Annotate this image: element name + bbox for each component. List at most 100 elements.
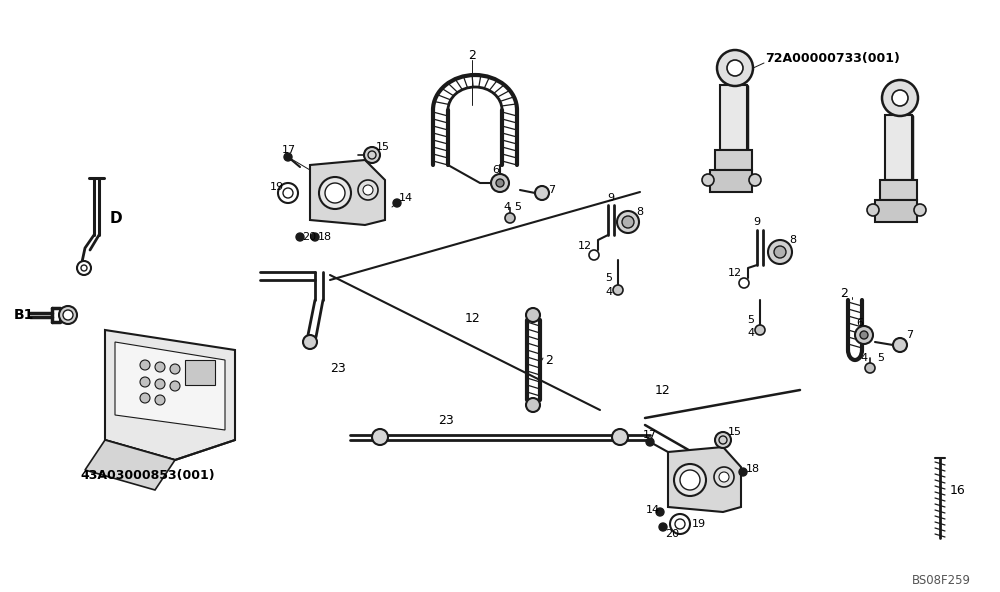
Text: 20: 20	[302, 232, 316, 242]
Polygon shape	[105, 330, 235, 460]
Text: 20: 20	[665, 529, 679, 539]
Text: 8: 8	[636, 207, 643, 217]
Circle shape	[882, 80, 918, 116]
Circle shape	[755, 325, 765, 335]
Circle shape	[893, 338, 907, 352]
Circle shape	[170, 364, 180, 374]
Text: 5: 5	[877, 353, 884, 363]
Bar	[885, 115, 912, 180]
Text: 5: 5	[747, 315, 754, 325]
Text: B1: B1	[14, 308, 34, 322]
Text: 7: 7	[548, 185, 555, 195]
Circle shape	[670, 514, 690, 534]
Circle shape	[622, 216, 634, 228]
Text: 23: 23	[438, 413, 454, 426]
Circle shape	[589, 250, 599, 260]
Text: 6: 6	[492, 165, 499, 175]
Circle shape	[491, 174, 509, 192]
Circle shape	[526, 308, 540, 322]
Text: 14: 14	[399, 193, 413, 203]
Text: 6: 6	[856, 318, 863, 328]
Circle shape	[63, 310, 73, 320]
Circle shape	[865, 363, 875, 373]
Circle shape	[675, 519, 685, 529]
Text: 12: 12	[578, 241, 592, 251]
Circle shape	[393, 199, 401, 207]
Text: 18: 18	[746, 464, 760, 474]
Circle shape	[714, 467, 734, 487]
Circle shape	[372, 429, 388, 445]
Circle shape	[892, 90, 908, 106]
Circle shape	[364, 147, 380, 163]
Circle shape	[680, 470, 700, 490]
Polygon shape	[668, 447, 741, 512]
Circle shape	[535, 186, 549, 200]
Circle shape	[59, 306, 77, 324]
Bar	[710, 170, 752, 192]
Circle shape	[612, 429, 628, 445]
Text: 2: 2	[545, 353, 553, 366]
Text: 2: 2	[840, 287, 848, 300]
Circle shape	[140, 393, 150, 403]
Circle shape	[496, 179, 504, 187]
Text: 7: 7	[906, 330, 913, 340]
Text: 17: 17	[282, 145, 296, 155]
Circle shape	[77, 261, 91, 275]
Circle shape	[702, 174, 714, 186]
Circle shape	[278, 183, 298, 203]
Text: 12: 12	[465, 311, 481, 324]
Text: 23: 23	[330, 362, 346, 375]
Text: 72A00000733(001): 72A00000733(001)	[765, 52, 900, 65]
Circle shape	[739, 278, 749, 288]
Circle shape	[140, 360, 150, 370]
Circle shape	[170, 381, 180, 391]
Circle shape	[774, 246, 786, 258]
Text: 16: 16	[950, 484, 966, 497]
Circle shape	[613, 285, 623, 295]
Circle shape	[325, 183, 345, 203]
Circle shape	[284, 153, 292, 161]
Text: 8: 8	[789, 235, 796, 245]
Bar	[715, 150, 752, 170]
Circle shape	[727, 60, 743, 76]
Circle shape	[363, 185, 373, 195]
Circle shape	[155, 362, 165, 372]
Circle shape	[749, 174, 761, 186]
Circle shape	[719, 436, 727, 444]
Circle shape	[311, 233, 319, 241]
Bar	[720, 85, 747, 150]
Bar	[875, 200, 917, 222]
Circle shape	[140, 377, 150, 387]
Circle shape	[319, 177, 351, 209]
Circle shape	[368, 151, 376, 159]
Bar	[185, 360, 215, 385]
Polygon shape	[85, 440, 175, 490]
Bar	[880, 180, 917, 200]
Circle shape	[155, 379, 165, 389]
Circle shape	[674, 464, 706, 496]
Text: 2: 2	[468, 49, 476, 62]
Text: 9: 9	[607, 193, 614, 203]
Polygon shape	[115, 342, 225, 430]
Circle shape	[659, 523, 667, 531]
Circle shape	[303, 335, 317, 349]
Text: 19: 19	[692, 519, 706, 529]
Circle shape	[867, 204, 879, 216]
Circle shape	[715, 432, 731, 448]
Circle shape	[914, 204, 926, 216]
Text: 43A03000853(001): 43A03000853(001)	[80, 468, 215, 481]
Circle shape	[646, 438, 654, 446]
Text: 15: 15	[728, 427, 742, 437]
Circle shape	[656, 508, 664, 516]
Circle shape	[719, 472, 729, 482]
Text: 5: 5	[605, 273, 612, 283]
Circle shape	[296, 233, 304, 241]
Text: 15: 15	[376, 142, 390, 152]
Text: 12: 12	[655, 384, 671, 397]
Text: 4: 4	[605, 287, 612, 297]
Circle shape	[617, 211, 639, 233]
Text: 4: 4	[747, 328, 754, 338]
Circle shape	[283, 188, 293, 198]
Circle shape	[860, 331, 868, 339]
Circle shape	[768, 240, 792, 264]
